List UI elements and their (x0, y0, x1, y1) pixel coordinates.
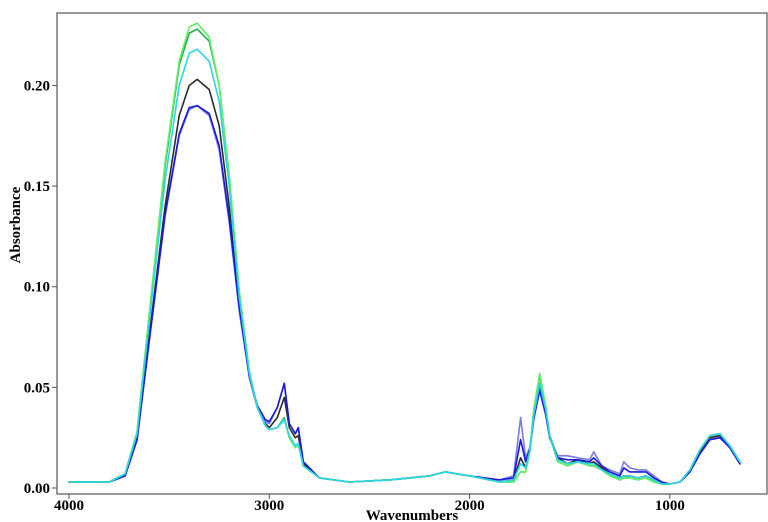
x-tick-label: 4000 (54, 498, 84, 514)
series-line-6 (68, 48, 741, 485)
series-group (68, 22, 741, 485)
y-tick-label: 0.05 (24, 380, 50, 396)
series-line-5 (68, 22, 741, 485)
y-tick-label: 0.00 (24, 481, 50, 497)
y-tick-label: 0.20 (24, 78, 50, 94)
x-tick-label: 2000 (455, 498, 485, 514)
series-line-4 (68, 28, 741, 485)
y-axis-title: Absorbance (8, 186, 24, 263)
x-tick-label: 1000 (655, 498, 685, 514)
series-line-2 (68, 104, 741, 485)
series-line-1 (68, 78, 741, 485)
y-tick-label: 0.10 (24, 280, 50, 296)
series-line-3 (68, 104, 741, 485)
x-axis: 4000 3000 2000 1000 (54, 494, 685, 514)
x-axis-title: Wavenumbers (366, 508, 459, 522)
x-tick-label: 3000 (254, 498, 284, 514)
y-tick-label: 0.15 (24, 179, 50, 195)
y-axis: 0.00 0.05 0.10 0.15 0.20 (24, 78, 57, 497)
plot-frame (56, 12, 768, 495)
